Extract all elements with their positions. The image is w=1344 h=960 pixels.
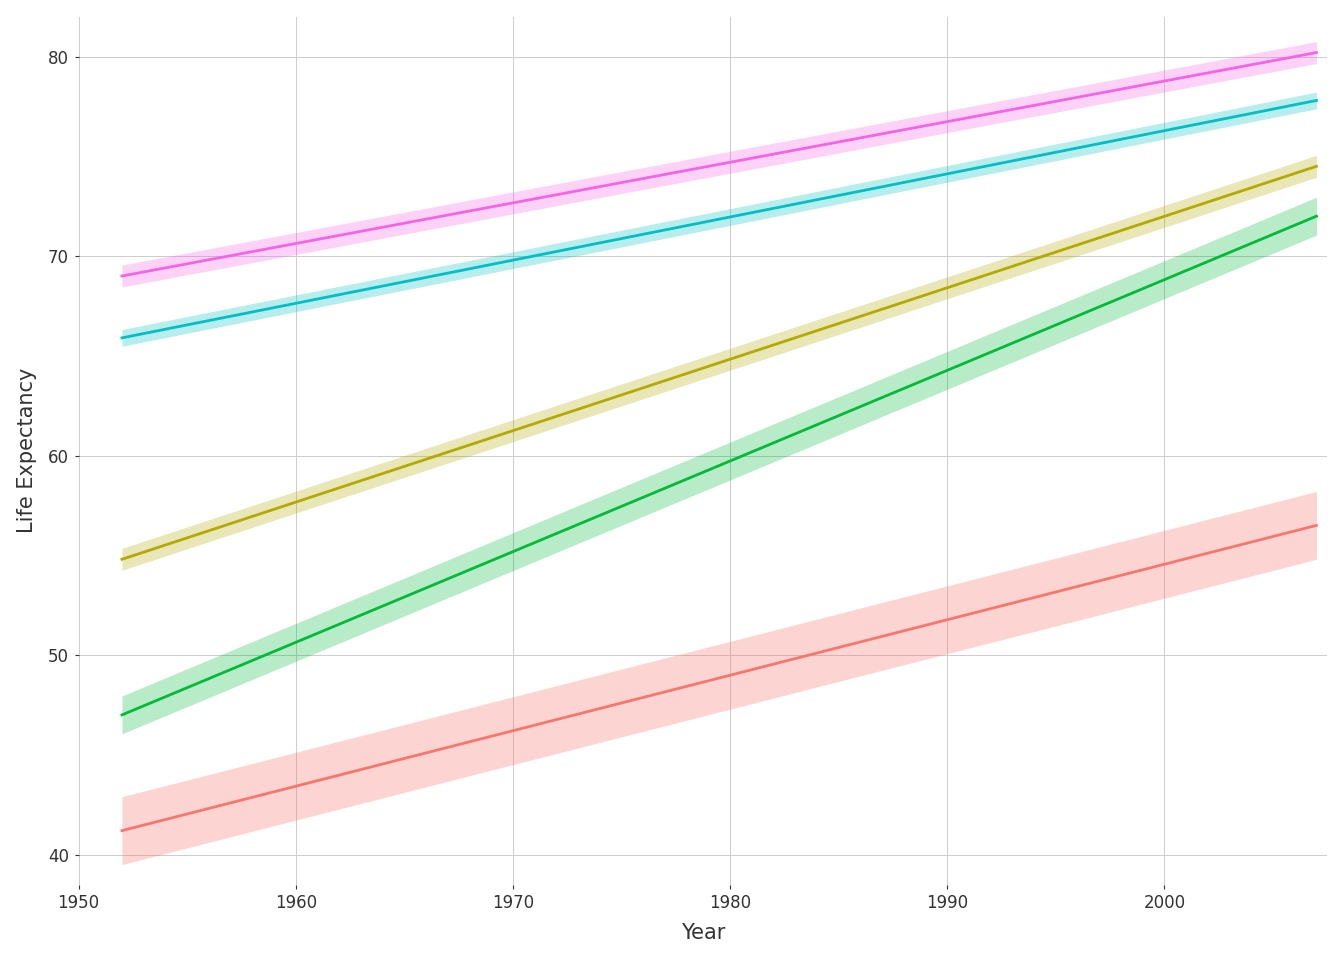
Y-axis label: Life Expectancy: Life Expectancy (16, 368, 36, 533)
X-axis label: Year: Year (680, 924, 726, 944)
